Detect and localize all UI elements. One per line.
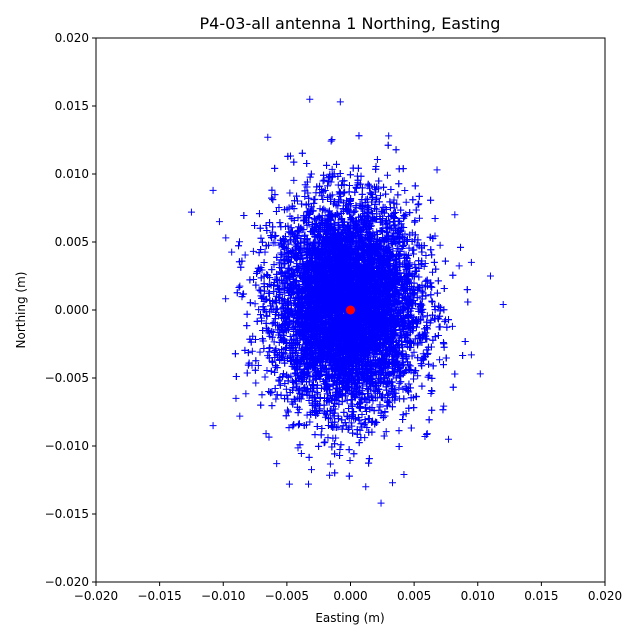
scatter-point <box>347 419 355 427</box>
scatter-point <box>417 261 425 269</box>
scatter-point <box>402 210 410 218</box>
scatter-point <box>455 262 463 270</box>
scatter-point <box>261 248 269 256</box>
scatter-point <box>373 194 381 202</box>
scatter-point <box>326 460 334 468</box>
scatter-point <box>414 372 422 380</box>
scatter-point <box>326 471 334 479</box>
scatter-point <box>393 200 401 208</box>
scatter-point <box>376 192 384 200</box>
scatter-point <box>342 422 350 430</box>
scatter-point <box>320 205 328 213</box>
scatter-point <box>440 402 448 410</box>
scatter-point <box>441 318 449 326</box>
scatter-point <box>262 430 270 438</box>
scatter-point <box>252 379 260 387</box>
scatter-point <box>383 171 391 179</box>
scatter-point <box>308 466 316 474</box>
scatter-point <box>328 165 336 173</box>
scatter-point <box>256 348 264 356</box>
scatter-point <box>268 320 276 328</box>
scatter-point <box>429 268 437 276</box>
scatter-point <box>415 200 423 208</box>
scatter-point <box>241 251 249 259</box>
scatter-point <box>321 206 329 214</box>
scatter-point <box>272 395 280 403</box>
scatter-point <box>402 198 410 206</box>
scatter-point <box>222 295 230 303</box>
chart-title: P4-03-all antenna 1 Northing, Easting <box>200 14 501 33</box>
scatter-point <box>423 312 431 320</box>
scatter-point <box>242 390 250 398</box>
scatter-point <box>282 385 290 393</box>
scatter-point <box>248 347 256 355</box>
scatter-point <box>254 362 262 370</box>
scatter-point <box>410 348 418 356</box>
scatter-point <box>251 300 259 308</box>
scatter-point <box>394 357 402 365</box>
scatter-point <box>448 322 456 330</box>
scatter-point <box>290 176 298 184</box>
scatter-point <box>297 450 305 458</box>
scatter-point <box>228 248 236 256</box>
scatter-point <box>373 155 381 163</box>
scatter-point <box>249 247 257 255</box>
scatter-point <box>270 338 278 346</box>
scatter-point <box>382 428 390 436</box>
scatter-point <box>271 232 279 240</box>
plot-area <box>187 95 507 507</box>
scatter-point <box>401 186 409 194</box>
scatter-point <box>320 176 328 184</box>
scatter-point <box>361 395 369 403</box>
scatter-point <box>286 189 294 197</box>
scatter-point <box>383 229 391 237</box>
scatter-point <box>415 214 423 222</box>
scatter-point <box>329 434 337 442</box>
scatter-point <box>402 410 410 418</box>
scatter-point <box>263 312 271 320</box>
scatter-point <box>324 434 332 442</box>
scatter-point <box>422 252 430 260</box>
scatter-point <box>236 282 244 290</box>
scatter-point <box>235 238 243 246</box>
scatter-point <box>436 241 444 249</box>
scatter-point <box>395 384 403 392</box>
scatter-point <box>436 356 444 364</box>
scatter-point <box>327 137 335 145</box>
scatter-point <box>306 418 314 426</box>
scatter-point <box>336 445 344 453</box>
scatter-point <box>263 366 271 374</box>
scatter-point <box>428 297 436 305</box>
scatter-point <box>271 239 279 247</box>
scatter-point <box>303 411 311 419</box>
scatter-point <box>411 335 419 343</box>
